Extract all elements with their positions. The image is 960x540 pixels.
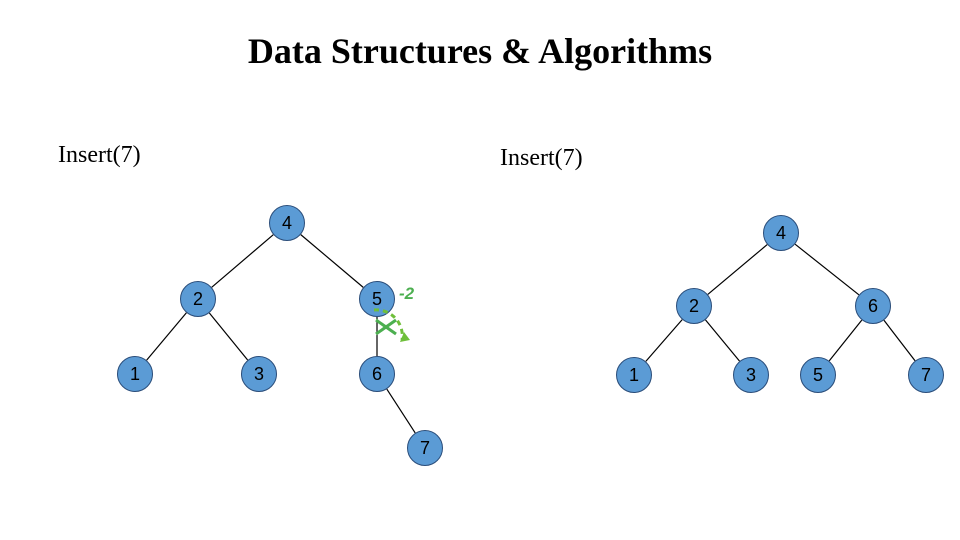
tree-node: 3	[733, 357, 769, 393]
tree-edge	[708, 245, 767, 295]
tree-node: 6	[855, 288, 891, 324]
tree-edge	[209, 313, 247, 360]
tree-node: 3	[241, 356, 277, 392]
tree-edge	[795, 244, 859, 295]
tree-node: 6	[359, 356, 395, 392]
edges-layer	[0, 0, 960, 540]
tree-edge	[147, 313, 187, 360]
balance-factor-label: -2	[399, 284, 414, 304]
tree-node: 2	[676, 288, 712, 324]
tree-node: 1	[616, 357, 652, 393]
tree-node: 4	[269, 205, 305, 241]
tree-edge	[705, 320, 739, 361]
tree-edge	[884, 320, 915, 360]
tree-node: 4	[763, 215, 799, 251]
tree-node: 1	[117, 356, 153, 392]
tree-edge	[646, 320, 682, 362]
tree-node: 2	[180, 281, 216, 317]
tree-edge	[829, 320, 862, 361]
tree-node: 7	[908, 357, 944, 393]
tree-node: 7	[407, 430, 443, 466]
tree-edge	[387, 389, 415, 433]
tree-node: 5	[800, 357, 836, 393]
rotation-arrow-icon	[366, 304, 414, 352]
tree-edge	[212, 235, 274, 288]
tree-edge	[301, 235, 363, 288]
